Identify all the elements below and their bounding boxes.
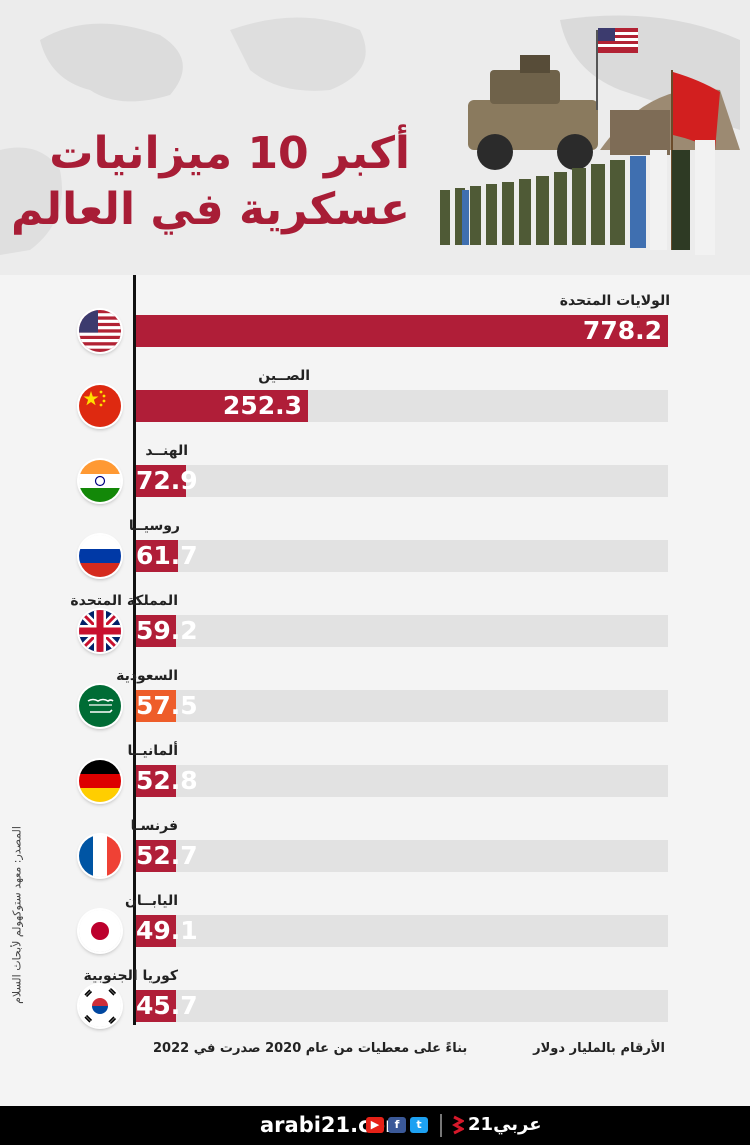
country-label-uk: المملكة المتحدة (70, 593, 178, 609)
russia-flag-icon (79, 535, 121, 577)
bar-south-korea (136, 990, 176, 1022)
bar-saudi (136, 690, 176, 722)
country-label-russia: روسيــا (128, 518, 180, 534)
country-label-south-korea: كوريا الجنوبية (83, 968, 178, 984)
bar-uk (136, 615, 176, 647)
china-flag-icon (79, 385, 121, 427)
value-label-china: 252.3 (222, 391, 302, 420)
country-label-usa: الولايات المتحدة (559, 293, 670, 309)
value-label-india: 72.9 (136, 466, 198, 495)
bar-russia (136, 540, 178, 572)
title-line-1: أكبر 10 ميزانيات (49, 128, 410, 179)
country-label-china: الصــين (258, 368, 310, 384)
bar-track (136, 990, 668, 1022)
country-label-france: فرنسـا (130, 818, 178, 834)
country-label-india: الهنــد (145, 443, 188, 459)
footer-divider (440, 1114, 442, 1137)
bar-usa (136, 315, 668, 347)
unit-note: الأرقام بالمليار دولار (533, 1041, 665, 1056)
bar-china (136, 390, 308, 422)
country-label-saudi: السعودية (116, 668, 178, 684)
header-artwork (0, 15, 740, 255)
bar-track (136, 615, 668, 647)
brand-logo-icon (452, 1115, 464, 1135)
source-text: المصدر: معهد ستوكهولم لأبحاث السلام (10, 826, 24, 1004)
site-url[interactable]: arabi21.com (260, 1113, 407, 1137)
value-label-uk: 59.2 (136, 616, 198, 645)
brand-name: عربي21 (468, 1114, 542, 1135)
value-label-usa: 778.2 (582, 316, 662, 345)
bar-france (136, 840, 176, 872)
bar-track (136, 690, 668, 722)
bar-germany (136, 765, 176, 797)
bar-india (136, 465, 186, 497)
south-korea-flag-icon (79, 985, 121, 1027)
country-label-germany: ألمانيــا (127, 743, 179, 759)
bar-chart: 778.2 الولايات المتحدة 252.3 الصــين (0, 275, 750, 1035)
germany-flag-icon (79, 760, 121, 802)
value-label-saudi: 57.5 (136, 691, 198, 720)
value-label-france: 52.7 (136, 841, 198, 870)
axis-line (133, 275, 136, 1025)
header: أكبر 10 ميزانيات عسكرية في العالم (0, 0, 750, 275)
usa-flag-icon (79, 310, 121, 352)
value-label-japan: 49.1 (136, 916, 198, 945)
bar-japan (136, 915, 176, 947)
value-label-germany: 52.8 (136, 766, 198, 795)
bar-track (136, 765, 668, 797)
saudi-flag-icon (79, 685, 121, 727)
footer: arabi21.com ▶ f t عربي21 (0, 1106, 750, 1145)
france-flag-icon (79, 835, 121, 877)
twitter-icon[interactable]: t (410, 1117, 428, 1133)
bar-track (136, 540, 668, 572)
youtube-icon[interactable]: ▶ (366, 1117, 384, 1133)
data-basis-note: بناءً على معطيات من عام 2020 صدرت في 202… (153, 1041, 468, 1056)
india-flag-icon (79, 460, 121, 502)
title-line-2: عسكرية في العالم (11, 184, 410, 235)
uk-flag-icon (79, 610, 121, 652)
country-label-japan: اليابــان (124, 893, 178, 909)
bar-track (136, 840, 668, 872)
source-note: المصدر: معهد ستوكهولم لأبحاث السلام (6, 795, 28, 1035)
value-label-russia: 61.7 (136, 541, 198, 570)
japan-flag-icon (79, 910, 121, 952)
bar-track (136, 465, 668, 497)
facebook-icon[interactable]: f (388, 1117, 406, 1133)
bar-track (136, 915, 668, 947)
value-label-south-korea: 45.7 (136, 991, 198, 1020)
